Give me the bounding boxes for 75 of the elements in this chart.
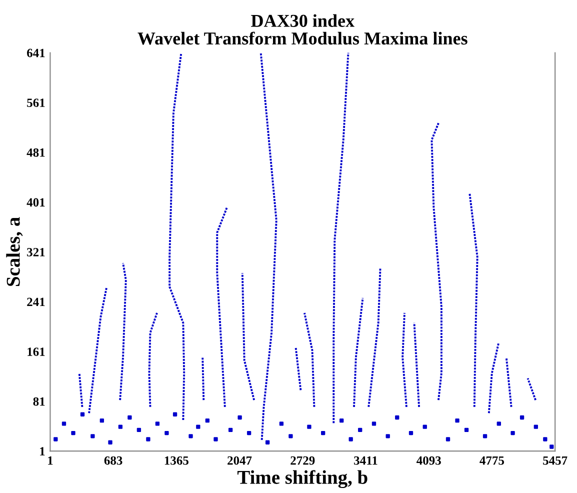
- point: [100, 418, 104, 423]
- point: [395, 415, 400, 420]
- x-tick-label: 1365: [164, 456, 188, 465]
- x-tick-label: 2047: [228, 456, 252, 465]
- point: [136, 428, 142, 432]
- point: [54, 437, 58, 442]
- point: [321, 430, 326, 436]
- x-axis-title: Time shifting, b: [237, 470, 368, 488]
- point: [238, 415, 242, 420]
- point: [372, 422, 376, 426]
- point: [188, 434, 193, 438]
- point: [550, 444, 554, 449]
- point: [71, 430, 76, 436]
- chart-title: DAX30 index Wavelet Transform Modulus Maxima lines: [138, 14, 468, 45]
- point: [408, 430, 414, 436]
- line-series: [148, 312, 158, 408]
- point: [464, 428, 469, 432]
- point: [455, 418, 460, 423]
- point: [340, 418, 344, 423]
- point: [155, 422, 160, 426]
- x-tick-label: 2729: [290, 456, 315, 465]
- point: [543, 437, 548, 442]
- line-series: [119, 262, 127, 402]
- point: [128, 415, 132, 420]
- line-series: [88, 287, 108, 414]
- x-tick-label: 5457: [543, 456, 568, 465]
- line-series: [332, 52, 350, 424]
- point: [386, 434, 390, 438]
- y-tick-label: 161: [28, 348, 45, 356]
- y-tick-label: 1: [40, 447, 45, 456]
- point: [164, 430, 169, 436]
- point: [496, 422, 501, 426]
- y-tick-label: 561: [27, 98, 45, 108]
- line-series: [168, 52, 186, 421]
- y-tick-label: 401: [26, 198, 45, 207]
- x-tick-label: 683: [104, 456, 122, 465]
- line-series: [430, 122, 442, 402]
- line-series: [368, 267, 382, 408]
- x-tick-label: 1: [48, 456, 53, 465]
- point: [214, 437, 218, 442]
- line-series: [216, 206, 228, 408]
- point: [482, 434, 488, 438]
- line-series: [468, 192, 478, 408]
- point: [246, 430, 252, 436]
- point: [196, 424, 200, 429]
- line-series: [260, 52, 278, 441]
- point: [90, 434, 95, 438]
- point: [534, 424, 538, 429]
- point: [265, 440, 270, 444]
- y-axis-title: Scales, a: [6, 217, 23, 286]
- x-tick-label: 4093: [416, 456, 441, 465]
- y-tick-label: 641: [27, 48, 45, 58]
- point: [80, 412, 85, 416]
- point: [172, 412, 178, 416]
- y-tick-label: 321: [27, 248, 45, 256]
- point: [118, 424, 123, 429]
- point: [348, 437, 353, 442]
- point: [205, 418, 210, 423]
- point: [288, 434, 293, 438]
- point: [307, 424, 312, 429]
- point: [520, 415, 524, 420]
- point: [422, 424, 427, 429]
- point: [146, 437, 150, 442]
- point: [108, 440, 112, 444]
- x-tick-label: 4775: [480, 456, 504, 465]
- point: [62, 422, 66, 426]
- point: [279, 422, 284, 426]
- point: [446, 437, 450, 442]
- point: [510, 430, 515, 436]
- y-tick-label: 241: [27, 298, 45, 306]
- y-tick-label: 481: [26, 148, 45, 157]
- point: [228, 428, 233, 432]
- point: [358, 428, 362, 432]
- x-tick-label: 3411: [354, 456, 378, 465]
- y-tick-label: 81: [33, 397, 45, 406]
